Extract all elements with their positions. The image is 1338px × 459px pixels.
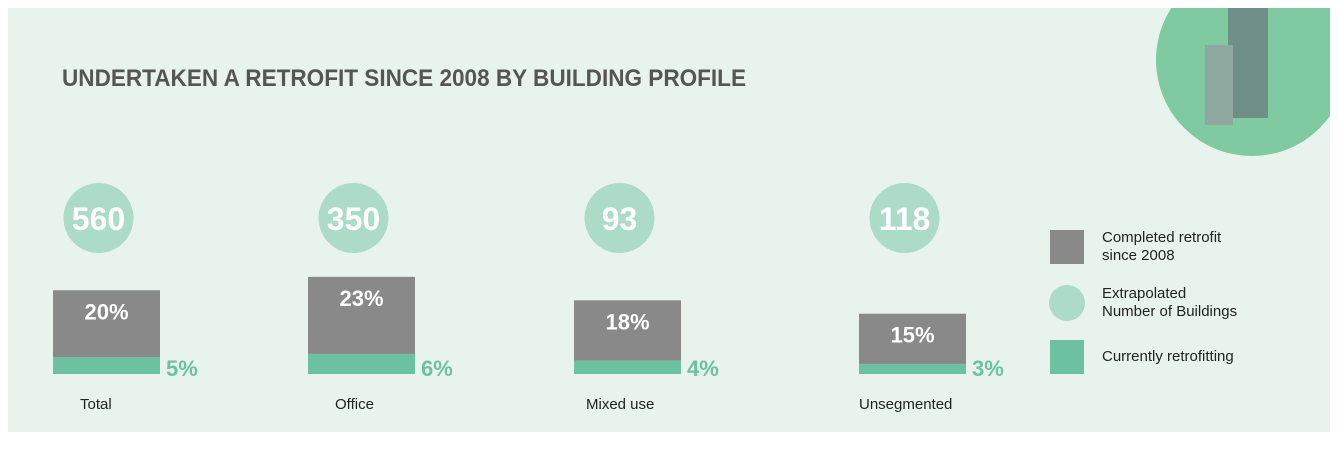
building-count: 93 — [602, 201, 638, 237]
legend-label: Completed retrofit since 2008 — [1102, 229, 1242, 265]
bar-current — [574, 361, 681, 374]
bar-current — [859, 364, 966, 374]
legend-label: Extrapolated Number of Buildings — [1102, 285, 1242, 321]
value-label: 3% — [972, 356, 1004, 381]
category-label: Mixed use — [586, 396, 654, 413]
value-label: 20% — [84, 299, 128, 324]
page: UNDERTAKEN A RETROFIT SINCE 2008 BY BUIL… — [0, 0, 1338, 459]
deco-building — [1228, 8, 1268, 118]
legend-swatch — [1050, 340, 1084, 374]
deco-building — [1205, 45, 1233, 125]
chart-title: UNDERTAKEN A RETROFIT SINCE 2008 BY BUIL… — [62, 65, 746, 92]
building-count: 350 — [327, 201, 380, 237]
bar-current — [53, 357, 160, 374]
value-label: 23% — [339, 286, 383, 311]
bar-current — [308, 354, 415, 374]
value-label: 6% — [421, 356, 453, 381]
building-count: 118 — [879, 201, 931, 237]
building-count: 560 — [72, 201, 125, 237]
legend-swatch — [1050, 230, 1084, 264]
category-label: Office — [335, 396, 374, 413]
category-label: Unsegmented — [859, 396, 952, 413]
legend-label: Currently retrofitting — [1102, 348, 1242, 366]
legend-swatch — [1049, 285, 1085, 321]
value-label: 18% — [605, 309, 649, 334]
value-label: 15% — [890, 323, 934, 348]
category-label: Total — [80, 396, 112, 413]
value-label: 4% — [687, 356, 719, 381]
value-label: 5% — [166, 356, 198, 381]
